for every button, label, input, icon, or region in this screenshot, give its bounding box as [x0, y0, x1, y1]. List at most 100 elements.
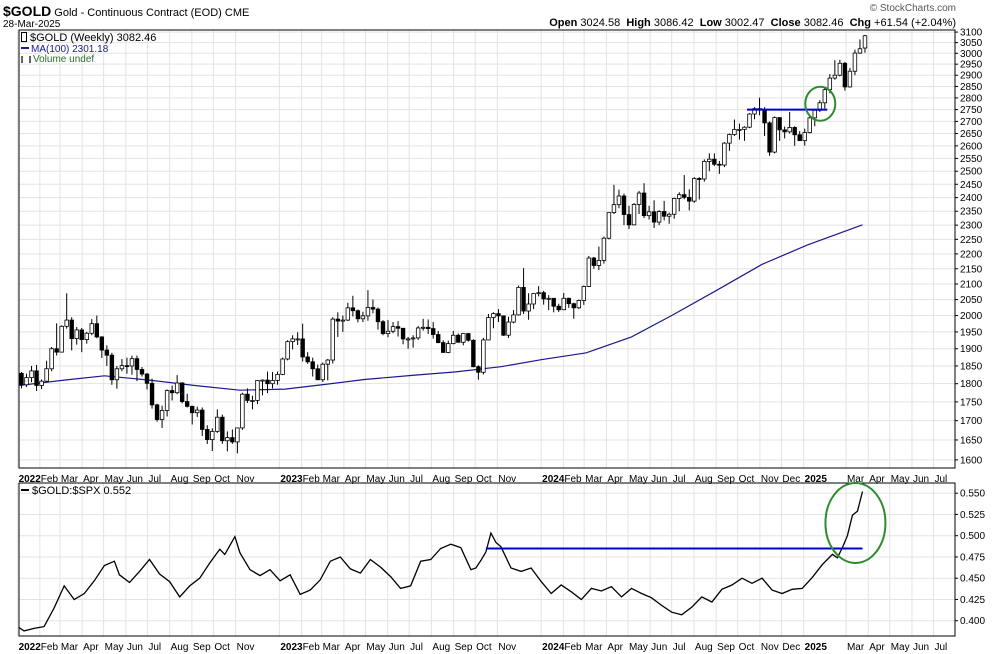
- candle-body: [802, 132, 807, 142]
- ratio-legend: $GOLD:$SPX 0.552: [21, 485, 131, 497]
- y-tick-label: 1950: [960, 327, 983, 338]
- candle-body: [400, 327, 406, 340]
- candle: [471, 339, 476, 368]
- candle: [184, 393, 190, 408]
- y-tick-label: 2250: [960, 235, 983, 246]
- ma-line-layer: [18, 224, 863, 391]
- candle: [797, 131, 802, 142]
- candle: [335, 312, 341, 337]
- candle: [99, 336, 105, 358]
- candle-body: [862, 35, 868, 49]
- candle-legend-icon: [21, 32, 27, 42]
- candle-body: [215, 416, 220, 432]
- x-tick-label: Feb: [41, 474, 59, 485]
- candle: [119, 359, 125, 372]
- candle-body: [576, 300, 581, 309]
- x-tick-label: Apr: [83, 642, 99, 653]
- candle: [551, 297, 556, 313]
- x-tick-label: Apr: [869, 642, 885, 653]
- candle: [320, 362, 325, 382]
- candle-body: [200, 409, 205, 430]
- candle: [285, 340, 290, 361]
- x-tick-label: Oct: [739, 642, 755, 653]
- candle-body: [345, 307, 351, 321]
- candle-body: [591, 257, 597, 266]
- candle-body: [350, 307, 356, 312]
- candle: [717, 160, 722, 174]
- candle-body: [596, 259, 602, 266]
- candle-body: [601, 237, 607, 261]
- candle: [762, 107, 767, 136]
- candle-body: [682, 194, 687, 198]
- candle: [677, 192, 682, 212]
- candle-body: [19, 372, 24, 386]
- candle-body: [290, 338, 295, 343]
- x-tick-label: Oct: [214, 642, 230, 653]
- candle-body: [225, 437, 230, 442]
- candle: [812, 108, 817, 127]
- ratio-line: [18, 491, 864, 632]
- candle: [822, 87, 828, 109]
- candle: [295, 332, 300, 345]
- candle: [611, 184, 617, 214]
- y-tick-label: 2900: [960, 71, 983, 82]
- candle-body: [395, 326, 401, 329]
- candle-body: [626, 214, 632, 226]
- candle-body: [94, 323, 100, 338]
- x-tick-label: May: [629, 642, 648, 653]
- high-value: 3086.42: [653, 17, 694, 29]
- candle-body: [842, 62, 848, 88]
- x-tick-label: Oct: [476, 474, 492, 485]
- y-tick-label: 2100: [960, 279, 983, 290]
- candle-body: [310, 361, 315, 370]
- x-tick-label: Feb: [564, 642, 582, 653]
- candle-body: [827, 77, 833, 91]
- candle: [315, 364, 320, 381]
- candle: [516, 285, 521, 316]
- x-tick-label: May: [105, 642, 124, 653]
- x-tick-label: Aug: [171, 474, 189, 485]
- x-tick-label: Feb: [303, 642, 321, 653]
- candle: [486, 313, 491, 341]
- y-tick-label: 1700: [960, 416, 983, 427]
- x-tick-label: Sep: [193, 642, 211, 653]
- candle: [114, 365, 120, 389]
- x-tick-year: 2024: [542, 642, 565, 653]
- candle: [159, 405, 165, 428]
- candle-body: [767, 122, 772, 153]
- ma-legend-label: MA(100) 2301.18: [31, 44, 109, 55]
- y-tick-label: 2350: [960, 207, 983, 218]
- candle: [24, 373, 29, 387]
- volume-legend-label: Volume undef: [33, 54, 95, 65]
- open-label: Open: [549, 17, 578, 29]
- candle: [134, 355, 140, 382]
- candle-body: [370, 307, 376, 310]
- candle: [787, 111, 792, 134]
- candle: [606, 212, 612, 240]
- y-tick-label: 1600: [960, 455, 983, 466]
- candle-body: [355, 310, 361, 320]
- candle-body: [586, 257, 592, 287]
- x-tick-year: 2025: [805, 474, 828, 485]
- candle: [54, 323, 59, 356]
- x-tick-label: Feb: [564, 474, 582, 485]
- candle: [521, 268, 526, 314]
- x-tick-year: 2022: [19, 474, 42, 485]
- exchange: CME: [224, 7, 250, 19]
- x-tick-label: Apr: [83, 474, 99, 485]
- y-tick-label: 0.550: [960, 489, 985, 500]
- candle-body: [385, 330, 391, 334]
- candle: [275, 371, 280, 385]
- candle: [44, 360, 49, 383]
- y-tick-label: 2700: [960, 117, 983, 128]
- ma100-line: [18, 224, 863, 391]
- y-tick-label: 2600: [960, 141, 983, 152]
- candle-body: [797, 134, 802, 142]
- candle: [596, 246, 602, 270]
- candle-body: [566, 297, 571, 305]
- candle-body: [420, 326, 426, 329]
- candle: [64, 293, 69, 329]
- candle-body: [280, 358, 285, 375]
- candle: [345, 302, 351, 322]
